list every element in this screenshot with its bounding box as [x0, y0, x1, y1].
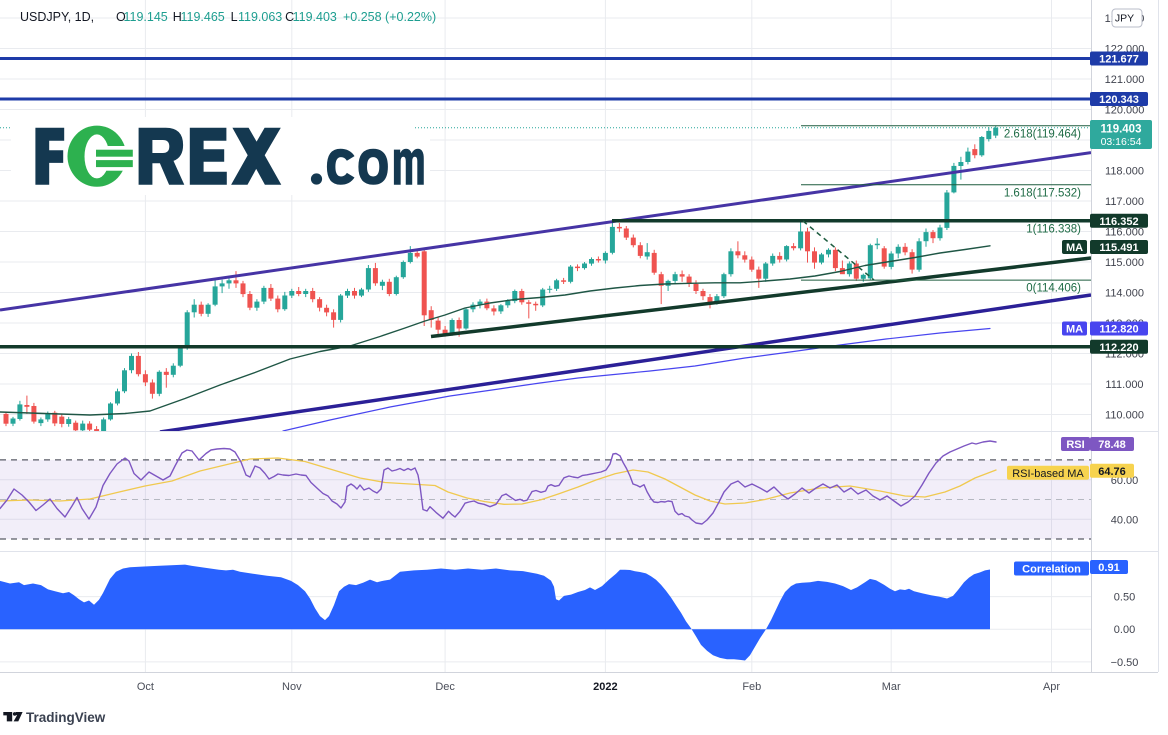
svg-text:119.403: 119.403: [1101, 124, 1142, 136]
svg-text:Nov: Nov: [282, 681, 302, 693]
svg-text:117.000: 117.000: [1105, 196, 1144, 208]
svg-text:L: L: [231, 10, 238, 24]
svg-text:64.76: 64.76: [1098, 466, 1126, 478]
svg-text:119.465: 119.465: [181, 10, 225, 24]
svg-text:120.000: 120.000: [1105, 105, 1145, 117]
svg-text:Correlation: Correlation: [1022, 564, 1081, 576]
svg-text:TradingView: TradingView: [26, 710, 106, 725]
svg-text:Feb: Feb: [742, 681, 761, 693]
svg-text:03:16:54: 03:16:54: [1101, 136, 1142, 148]
svg-text:116.352: 116.352: [1099, 216, 1138, 228]
svg-text:1(116.338): 1(116.338): [1026, 224, 1081, 236]
svg-text:2022: 2022: [593, 681, 617, 693]
svg-text:RSI: RSI: [1066, 439, 1084, 451]
svg-text:Oct: Oct: [137, 681, 154, 693]
svg-text:2.618(119.464): 2.618(119.464): [1004, 129, 1081, 141]
svg-text:116.000: 116.000: [1105, 227, 1144, 239]
svg-text:110.000: 110.000: [1105, 410, 1144, 422]
svg-text:121.000: 121.000: [1105, 74, 1145, 86]
svg-text:+0.258 (+0.22%): +0.258 (+0.22%): [343, 10, 436, 24]
svg-text:O: O: [116, 10, 126, 24]
svg-text:112.220: 112.220: [1099, 342, 1138, 354]
svg-text:0.00: 0.00: [1114, 624, 1135, 636]
svg-text:JPY: JPY: [1115, 13, 1134, 25]
svg-text:112.820: 112.820: [1099, 324, 1138, 336]
svg-text:0.91: 0.91: [1098, 562, 1119, 574]
svg-text:119.063: 119.063: [238, 10, 282, 24]
svg-text:40.00: 40.00: [1111, 514, 1139, 526]
svg-text:119.403: 119.403: [293, 10, 337, 24]
svg-text:USDJPY, 1D,: USDJPY, 1D,: [20, 10, 94, 24]
svg-text:111.000: 111.000: [1105, 379, 1143, 391]
svg-text:−0.50: −0.50: [1111, 657, 1139, 669]
svg-text:Apr: Apr: [1043, 681, 1060, 693]
svg-text:0(114.406): 0(114.406): [1026, 283, 1081, 295]
svg-text:115.491: 115.491: [1099, 242, 1138, 254]
svg-text:118.000: 118.000: [1105, 166, 1144, 178]
svg-text:Mar: Mar: [882, 681, 901, 693]
svg-text:120.343: 120.343: [1099, 94, 1139, 106]
svg-text:1.618(117.532): 1.618(117.532): [1004, 188, 1081, 200]
svg-text:121.677: 121.677: [1099, 54, 1139, 66]
svg-text:0.50: 0.50: [1114, 592, 1135, 604]
svg-text:RSI-based MA: RSI-based MA: [1012, 468, 1084, 480]
svg-text:MA: MA: [1066, 242, 1083, 254]
svg-text:Dec: Dec: [435, 681, 455, 693]
svg-text:C: C: [285, 10, 294, 24]
svg-text:MA: MA: [1066, 324, 1083, 336]
svg-text:78.48: 78.48: [1098, 439, 1126, 451]
svg-text:H: H: [173, 10, 182, 24]
svg-text:115.000: 115.000: [1105, 257, 1144, 269]
svg-text:119.145: 119.145: [124, 10, 168, 24]
svg-text:114.000: 114.000: [1105, 288, 1144, 300]
